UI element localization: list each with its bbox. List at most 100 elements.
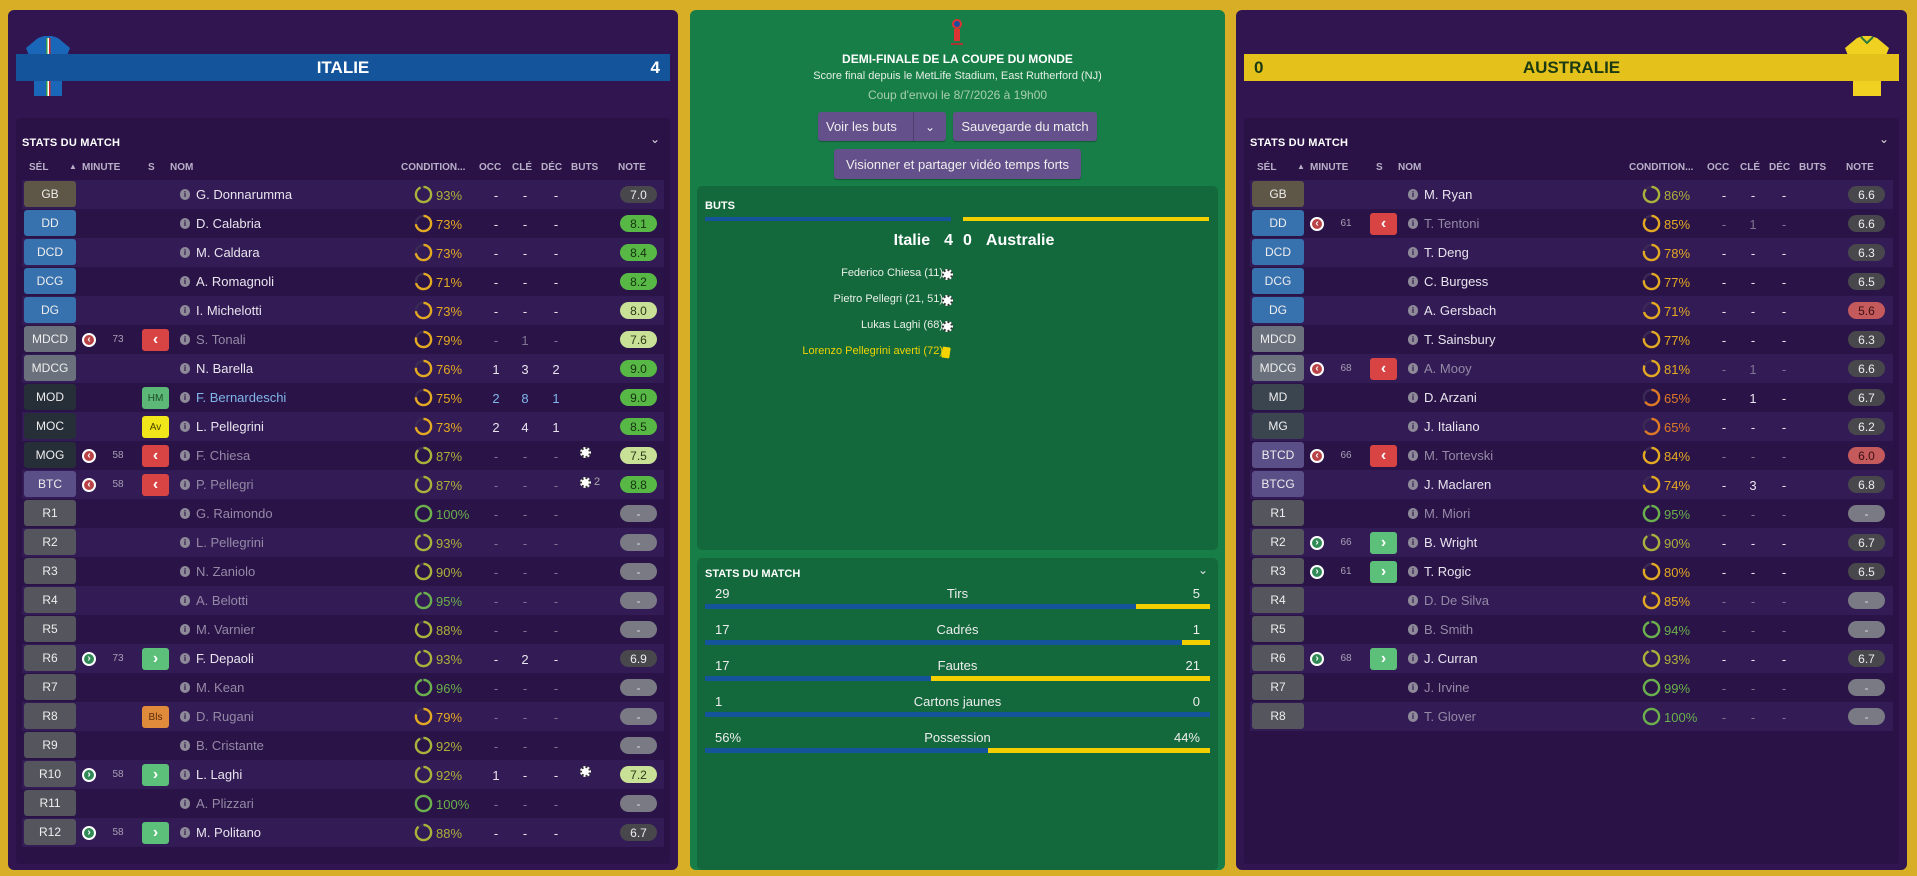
chevron-right-icon[interactable]: › — [142, 648, 169, 670]
table-row[interactable]: MDCG i N. Barella 76% 1 3 2 9.0 — [22, 354, 664, 383]
column-header-nom[interactable]: NOM — [170, 162, 194, 173]
position-badge[interactable]: DD — [24, 210, 76, 236]
table-row[interactable]: DG i A. Gersbach 71% - - - 5.6 — [1250, 296, 1893, 325]
position-badge[interactable]: R7 — [1252, 674, 1304, 700]
position-badge[interactable]: R6 — [24, 645, 76, 671]
table-row[interactable]: R4 i D. De Silva 85% - - - - — [1250, 586, 1893, 615]
table-row[interactable]: GB i G. Donnarumma 93% - - - 7.0 — [22, 180, 664, 209]
player-name[interactable]: A. Romagnoli — [196, 274, 275, 289]
chevron-down-icon[interactable]: ⌄ — [913, 112, 946, 141]
info-icon[interactable]: i — [180, 711, 190, 722]
info-icon[interactable]: i — [180, 624, 190, 635]
player-name[interactable]: L. Pellegrini — [196, 419, 264, 434]
info-icon[interactable]: i — [1408, 421, 1418, 432]
info-icon[interactable]: i — [1408, 508, 1418, 519]
info-icon[interactable]: i — [180, 566, 190, 577]
column-header-nom[interactable]: NOM — [1398, 162, 1422, 173]
position-badge[interactable]: MG — [1252, 413, 1304, 439]
column-header-cle[interactable]: CLÉ — [1740, 162, 1760, 173]
column-header-s[interactable]: S — [148, 162, 155, 173]
save-match-button[interactable]: Sauvegarde du match — [953, 112, 1097, 141]
player-name[interactable]: T. Deng — [1424, 245, 1469, 260]
info-icon[interactable]: i — [180, 769, 190, 780]
table-row[interactable]: BTCG i J. Maclaren 74% - 3 - 6.8 — [1250, 470, 1893, 499]
info-icon[interactable]: i — [1408, 479, 1418, 490]
table-row[interactable]: R7 i J. Irvine 99% - - - - — [1250, 673, 1893, 702]
table-row[interactable]: R4 i A. Belotti 95% - - - - — [22, 586, 664, 615]
info-icon[interactable]: i — [180, 653, 190, 664]
column-header-note[interactable]: NOTE — [618, 162, 646, 173]
table-row[interactable]: GB i M. Ryan 86% - - - 6.6 — [1250, 180, 1893, 209]
position-badge[interactable]: R12 — [24, 819, 76, 845]
position-badge[interactable]: DCG — [24, 268, 76, 294]
player-name[interactable]: B. Cristante — [196, 738, 264, 753]
table-row[interactable]: DCD i T. Deng 78% - - - 6.3 — [1250, 238, 1893, 267]
chevron-right-icon[interactable]: › — [142, 764, 169, 786]
chevron-right-icon[interactable]: › — [1370, 561, 1397, 583]
position-badge[interactable]: R9 — [24, 732, 76, 758]
player-name[interactable]: G. Donnarumma — [196, 187, 293, 202]
player-name[interactable]: J. Irvine — [1424, 680, 1470, 695]
player-name[interactable]: B. Wright — [1424, 535, 1478, 550]
player-name[interactable]: N. Zaniolo — [196, 564, 256, 579]
info-icon[interactable]: i — [1408, 305, 1418, 316]
table-row[interactable]: R5 i M. Varnier 88% - - - - — [22, 615, 664, 644]
column-header-minute[interactable]: MINUTE — [1310, 162, 1349, 173]
table-row[interactable]: R2 › 66 › i B. Wright 90% - - - 6.7 — [1250, 528, 1893, 557]
player-name[interactable]: M. Politano — [196, 825, 262, 840]
column-header-buts[interactable]: BUTS — [1799, 162, 1827, 173]
column-header-condition[interactable]: CONDITION... — [1629, 162, 1694, 173]
position-badge[interactable]: MDCD — [24, 326, 76, 352]
table-row[interactable]: DG i I. Michelotti 73% - - - 8.0 — [22, 296, 664, 325]
table-row[interactable]: DD ‹ 61 ‹ i T. Tentoni 85% - 1 - 6.6 — [1250, 209, 1893, 238]
info-icon[interactable]: i — [180, 189, 190, 200]
info-icon[interactable]: i — [1408, 653, 1418, 664]
position-badge[interactable]: DG — [24, 297, 76, 323]
position-badge[interactable]: MDCG — [1252, 355, 1304, 381]
player-name[interactable]: S. Tonali — [196, 332, 246, 347]
info-icon[interactable]: i — [180, 218, 190, 229]
info-icon[interactable]: i — [1408, 537, 1418, 548]
chevron-left-icon[interactable]: ‹ — [142, 445, 169, 467]
info-icon[interactable]: i — [180, 682, 190, 693]
position-badge[interactable]: R5 — [24, 616, 76, 642]
info-icon[interactable]: i — [180, 798, 190, 809]
table-row[interactable]: BTC ‹ 58 ‹ i P. Pellegri 87% - - - 2 8.8 — [22, 470, 664, 499]
info-icon[interactable]: i — [180, 276, 190, 287]
player-name[interactable]: A. Plizzari — [196, 796, 254, 811]
column-header-minute[interactable]: MINUTE — [82, 162, 121, 173]
position-badge[interactable]: MOD — [24, 384, 76, 410]
position-badge[interactable]: MDCD — [1252, 326, 1304, 352]
info-icon[interactable]: i — [1408, 218, 1418, 229]
player-name[interactable]: P. Pellegri — [196, 477, 254, 492]
table-row[interactable]: R2 i L. Pellegrini 93% - - - - — [22, 528, 664, 557]
chevron-left-icon[interactable]: ‹ — [1370, 213, 1397, 235]
player-name[interactable]: M. Ryan — [1424, 187, 1473, 202]
info-icon[interactable]: i — [180, 247, 190, 258]
position-badge[interactable]: R6 — [1252, 645, 1304, 671]
position-badge[interactable]: R3 — [1252, 558, 1304, 584]
player-name[interactable]: B. Smith — [1424, 622, 1474, 637]
table-row[interactable]: MOD HM i F. Bernardeschi 75% 2 8 1 9.0 — [22, 383, 664, 412]
info-icon[interactable]: i — [180, 392, 190, 403]
player-name[interactable]: M. Kean — [196, 680, 245, 695]
player-name[interactable]: I. Michelotti — [196, 303, 262, 318]
info-icon[interactable]: i — [180, 334, 190, 345]
info-icon[interactable]: i — [180, 479, 190, 490]
chevron-right-icon[interactable]: › — [1370, 532, 1397, 554]
position-badge[interactable]: R2 — [1252, 529, 1304, 555]
player-name[interactable]: J. Italiano — [1424, 419, 1480, 434]
info-icon[interactable]: i — [1408, 247, 1418, 258]
column-header-sel[interactable]: SÉL — [1257, 162, 1277, 173]
position-badge[interactable]: R2 — [24, 529, 76, 555]
info-icon[interactable]: i — [1408, 682, 1418, 693]
table-row[interactable]: R5 i B. Smith 94% - - - - — [1250, 615, 1893, 644]
table-row[interactable]: R9 i B. Cristante 92% - - - - — [22, 731, 664, 760]
player-name[interactable]: D. De Silva — [1424, 593, 1490, 608]
player-name[interactable]: F. Bernardeschi — [196, 390, 287, 405]
position-badge[interactable]: R10 — [24, 761, 76, 787]
table-row[interactable]: R1 i M. Miori 95% - - - - — [1250, 499, 1893, 528]
info-icon[interactable]: i — [180, 508, 190, 519]
table-row[interactable]: R3 i N. Zaniolo 90% - - - - — [22, 557, 664, 586]
player-name[interactable]: T. Rogic — [1424, 564, 1471, 579]
